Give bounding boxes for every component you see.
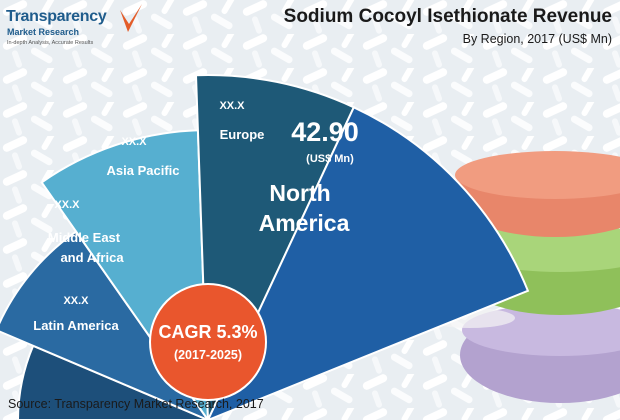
soap-bars [425, 151, 620, 403]
cagr-period: (2017-2025) [174, 348, 242, 362]
chart-title: Sodium Cocoyl Isethionate Revenue [283, 6, 612, 27]
segment-label-middle-east-and-africa: and Africa [60, 250, 124, 265]
segment-label-latin-america: Latin America [33, 318, 119, 333]
logo-tagline: In-depth Analysis, Accurate Results [7, 40, 94, 46]
value-label-north-america: 42.90 [291, 117, 359, 147]
segment-north-america [206, 105, 530, 420]
segment-label-asia-pacific: Asia Pacific [107, 163, 180, 178]
logo-check-icon [120, 4, 142, 32]
segment-label-europe: Europe [220, 127, 265, 142]
value-label-middle-east-and-africa: XX.X [54, 199, 80, 211]
logo-sub: Market Research [7, 27, 80, 37]
value-label-latin-america: XX.X [63, 295, 89, 307]
cagr-label: CAGR 5.3% [158, 322, 257, 342]
segment-middle-east-and-africa [0, 230, 210, 420]
unit-label-north-america: (US$ Mn) [306, 153, 354, 165]
value-label-asia-pacific: XX.X [121, 136, 147, 148]
segment-label-north-america: America [259, 210, 350, 236]
logo-name: Transparency [6, 8, 107, 25]
segment-label-middle-east-and-africa: Middle East [48, 230, 121, 245]
source-note: Source: Transparency Market Research, 20… [8, 397, 264, 411]
cagr-circle [149, 283, 267, 401]
segment-label-north-america: North [269, 180, 330, 206]
chart-subtitle: By Region, 2017 (US$ Mn) [462, 32, 612, 46]
value-label-europe: XX.X [219, 100, 245, 112]
